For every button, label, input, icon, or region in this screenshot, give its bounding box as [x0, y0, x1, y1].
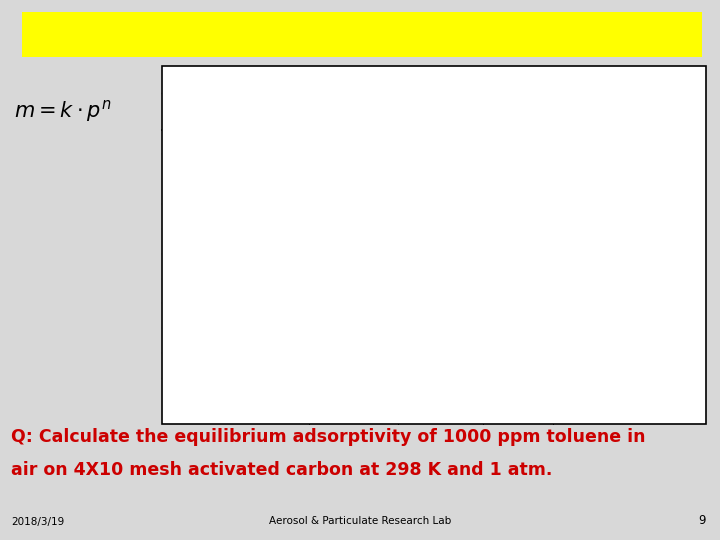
Text: 6.9-345: 6.9-345	[611, 361, 648, 370]
Text: 8.145: 8.145	[427, 262, 454, 271]
Text: 0.176: 0.176	[504, 187, 532, 196]
Text: 311: 311	[344, 237, 363, 246]
Text: 0.69-207: 0.69-207	[608, 287, 651, 295]
Text: 9: 9	[698, 514, 706, 526]
Text: m-Xylene: m-Xylene	[168, 361, 213, 370]
Text: 0.69-345: 0.69-345	[608, 312, 651, 320]
Text: Toluene: Toluene	[168, 312, 207, 320]
Text: 2018/3/19: 2018/3/19	[11, 516, 64, 526]
Text: Adsorbate: Adsorbate	[210, 107, 261, 116]
Text: 0.69-345: 0.69-345	[608, 138, 651, 146]
Text: 311: 311	[344, 138, 363, 146]
Text: Data are for the adsorption on Calgon activated carbon (4 x10 mesh).: Data are for the adsorption on Calgon ac…	[166, 397, 415, 406]
Text: 0.424: 0.424	[504, 163, 532, 171]
Text: 0.69-276: 0.69-276	[608, 336, 651, 345]
Text: The equilibrium partial pressure is expressed in Pa.: The equilibrium partial pressure is expr…	[166, 389, 350, 397]
Text: 313: 313	[344, 287, 363, 295]
Text: k • 100: k • 100	[423, 107, 459, 116]
Text: Acrylonitrile: Acrylonitrile	[168, 163, 230, 171]
Text: Table 10.3: Table 10.3	[168, 71, 233, 82]
Text: Freundlich Isotherm Parameters for Some Adsorbates: Freundlich Isotherm Parameters for Some …	[168, 81, 453, 90]
Text: 0.281: 0.281	[504, 262, 532, 271]
Text: Trichloroethane: Trichloroethane	[168, 336, 247, 345]
Text: n: n	[515, 107, 521, 116]
Text: 311: 311	[344, 163, 363, 171]
Text: 0.0703: 0.0703	[501, 361, 535, 370]
Text: 28.313: 28.313	[423, 361, 458, 370]
Text: air on 4X10 mesh activated carbon at 298 K and 1 atm.: air on 4X10 mesh activated carbon at 298…	[11, 461, 552, 479]
Text: 0.153: 0.153	[504, 287, 532, 295]
Text: 298: 298	[344, 312, 363, 320]
Text: Q: Calculate the equilibrium adsorptivity of 1000 ppm toluene in: Q: Calculate the equilibrium adsorptivit…	[11, 428, 645, 447]
Text: 0.161: 0.161	[504, 336, 532, 345]
Text: 298: 298	[344, 336, 363, 345]
Text: Acetone: Acetone	[168, 138, 208, 146]
Text: The amount of adsorbed is expresses in kg adsorbate/kg adsorbent.: The amount of adsorbed is expresses in k…	[166, 380, 408, 388]
Text: 7.940: 7.940	[427, 237, 454, 246]
Text: Phenol: Phenol	[168, 287, 202, 295]
Text: 0.69-276: 0.69-276	[608, 262, 651, 271]
Text: Temperature
(K): Temperature (K)	[322, 102, 386, 121]
Text: Partial
Pressure (Pa): Partial Pressure (Pa)	[596, 102, 663, 121]
Text: 0.69-103: 0.69-103	[608, 163, 651, 171]
Text: 298: 298	[344, 262, 363, 271]
Text: 298: 298	[344, 187, 363, 196]
Text: 0.110: 0.110	[504, 312, 532, 320]
Text: Dichloroethane: Dichloroethane	[168, 262, 244, 271]
Text: Source:  EAB Control Cost Manual, 3rd.: Source: EAB Control Cost Manual, 3rd.	[166, 406, 308, 414]
Text: 25.547: 25.547	[423, 336, 458, 345]
Text: 22.116: 22.116	[423, 287, 458, 295]
Text: 1.234: 1.234	[426, 138, 454, 146]
Text: 0.210: 0.210	[504, 237, 532, 246]
Text: 0.69-345: 0.69-345	[608, 237, 651, 246]
Text: 0.69-69: 0.69-69	[611, 212, 648, 221]
Text: $m = k \cdot p^n$: $m = k \cdot p^n$	[14, 98, 112, 124]
Text: 298: 298	[344, 361, 363, 370]
Text: 12.602: 12.602	[423, 187, 458, 196]
Text: Cyclohexane: Cyclohexane	[168, 237, 230, 246]
Text: Chlorobenzene: Chlorobenzene	[168, 212, 242, 221]
Text: 19.934: 19.934	[423, 212, 458, 221]
Text: 2.205: 2.205	[427, 163, 454, 171]
Text: 0.69-345: 0.69-345	[608, 187, 651, 196]
Text: 0.188: 0.188	[504, 212, 532, 221]
Text: 298: 298	[344, 212, 363, 221]
Text: Benzene: Benzene	[168, 187, 210, 196]
Text: Freundlich Isotherm: Freundlich Isotherm	[197, 21, 527, 49]
Text: 20.842: 20.842	[423, 312, 458, 320]
Text: 0.389: 0.389	[504, 138, 532, 146]
Text: Aerosol & Particulate Research Lab: Aerosol & Particulate Research Lab	[269, 516, 451, 526]
